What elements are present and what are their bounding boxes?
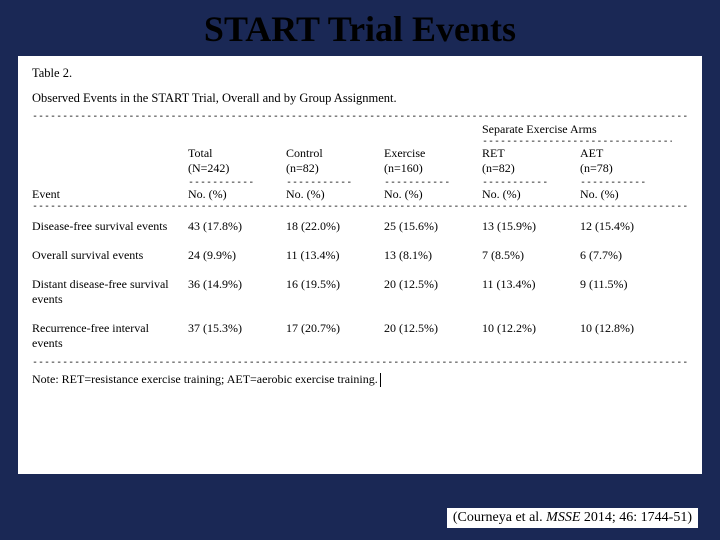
- arms-rule: -------------------------------------: [482, 137, 672, 146]
- subheader: No. (%): [482, 187, 574, 202]
- citation-prefix: (Courneya et al.: [453, 510, 546, 525]
- citation-journal: MSSE: [546, 510, 580, 525]
- text-cursor-icon: [380, 373, 381, 387]
- rule-bottom: ----------------------------------------…: [32, 358, 688, 368]
- cell: 16 (19.5%): [286, 270, 378, 314]
- cell: 24 (9.9%): [188, 241, 280, 270]
- row-label: Distant disease-free survival events: [32, 270, 182, 314]
- table-note: Note: RET=resistance exercise training; …: [32, 368, 688, 387]
- row-label: Disease-free survival events: [32, 212, 182, 241]
- separate-arms-label: Separate Exercise Arms: [482, 122, 597, 136]
- col-ret: RET (n=82): [482, 146, 574, 178]
- cell: 13 (15.9%): [482, 212, 574, 241]
- col-exercise: Exercise (n=160): [384, 146, 476, 178]
- col-control: Control (n=82): [286, 146, 378, 178]
- citation: (Courneya et al. MSSE 2014; 46: 1744-51): [447, 508, 698, 528]
- col-rule: -----------: [580, 178, 672, 187]
- body-grid: Disease-free survival events 43 (17.8%) …: [32, 212, 688, 358]
- slide-title: START Trial Events: [204, 9, 516, 49]
- cell: 36 (14.9%): [188, 270, 280, 314]
- cell: 11 (13.4%): [286, 241, 378, 270]
- cell: 12 (15.4%): [580, 212, 672, 241]
- rule-mid: ----------------------------------------…: [32, 202, 688, 212]
- citation-suffix: 2014; 46: 1744-51): [580, 510, 692, 525]
- title-bar: START Trial Events: [0, 0, 720, 56]
- slide: START Trial Events Table 2. Observed Eve…: [0, 0, 720, 540]
- col-aet: AET (n=78): [580, 146, 672, 178]
- separate-arms-header: Separate Exercise Arms -----------------…: [482, 122, 672, 146]
- table-panel: Table 2. Observed Events in the START Tr…: [18, 56, 702, 474]
- cell: 13 (8.1%): [384, 241, 476, 270]
- col-rule: -----------: [482, 178, 574, 187]
- subheader: No. (%): [384, 187, 476, 202]
- table-label: Table 2.: [32, 66, 688, 81]
- subheader: No. (%): [580, 187, 672, 202]
- cell: 9 (11.5%): [580, 270, 672, 314]
- table-caption: Observed Events in the START Trial, Over…: [32, 91, 688, 106]
- col-total: Total (N=242): [188, 146, 280, 178]
- col-rule: -----------: [188, 178, 280, 187]
- cell: 7 (8.5%): [482, 241, 574, 270]
- cell: 10 (12.8%): [580, 314, 672, 358]
- subheader: No. (%): [286, 187, 378, 202]
- col-rule: -----------: [286, 178, 378, 187]
- row-label: Recurrence-free interval events: [32, 314, 182, 358]
- cell: 25 (15.6%): [384, 212, 476, 241]
- rule-top: ----------------------------------------…: [32, 112, 688, 122]
- cell: 43 (17.8%): [188, 212, 280, 241]
- col-rule: -----------: [384, 178, 476, 187]
- cell: 17 (20.7%): [286, 314, 378, 358]
- cell: 18 (22.0%): [286, 212, 378, 241]
- cell: 6 (7.7%): [580, 241, 672, 270]
- cell: 11 (13.4%): [482, 270, 574, 314]
- subheader: No. (%): [188, 187, 280, 202]
- event-col-label: Event: [32, 187, 182, 202]
- cell: 10 (12.2%): [482, 314, 574, 358]
- cell: 37 (15.3%): [188, 314, 280, 358]
- row-label: Overall survival events: [32, 241, 182, 270]
- cell: 20 (12.5%): [384, 270, 476, 314]
- cell: 20 (12.5%): [384, 314, 476, 358]
- header-grid: Separate Exercise Arms -----------------…: [32, 122, 688, 202]
